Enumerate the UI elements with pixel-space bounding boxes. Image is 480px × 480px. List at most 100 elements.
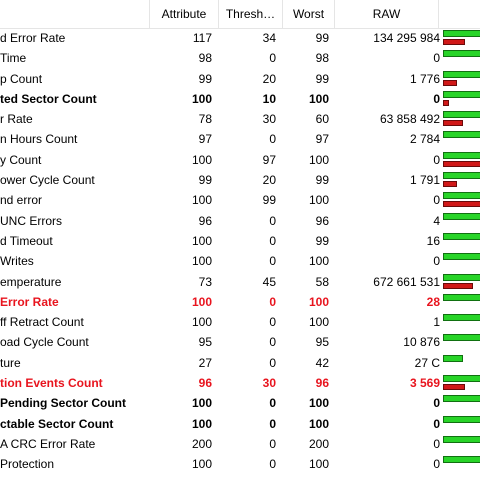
table-row[interactable]: Pending Sector Count 100 0 100 0 bbox=[0, 393, 480, 413]
column-header-threshold[interactable]: Thresh… bbox=[219, 0, 283, 28]
threshold-value: 20 bbox=[262, 173, 276, 188]
health-bars bbox=[443, 232, 480, 250]
table-row[interactable]: Error Rate 100 0 100 28 bbox=[0, 292, 480, 312]
raw-value: 0 bbox=[433, 193, 440, 208]
raw-level-bar bbox=[443, 120, 463, 127]
attribute-value: 200 bbox=[191, 436, 212, 451]
table-row[interactable]: tion Events Count 96 30 96 3 569 bbox=[0, 373, 480, 393]
smart-attributes-table: d Error Rate 117 34 99 134 295 984 Time 98 0 98 0… bbox=[0, 28, 480, 475]
threshold-value: 30 bbox=[262, 112, 276, 127]
worst-value: 42 bbox=[315, 355, 329, 370]
table-row[interactable]: UNC Errors 96 0 96 4 bbox=[0, 211, 480, 231]
table-row[interactable]: Protection 100 0 100 0 bbox=[0, 454, 480, 474]
raw-level-bar bbox=[443, 181, 457, 188]
table-row[interactable]: nd error 100 99 100 0 bbox=[0, 190, 480, 210]
smart-table-header: Attribute Thresh… Worst RAW bbox=[0, 0, 480, 29]
health-bar bbox=[443, 415, 480, 423]
table-row[interactable]: ture 27 0 42 27 C bbox=[0, 353, 480, 373]
threshold-value: 20 bbox=[262, 71, 276, 86]
attribute-name: ted Sector Count bbox=[0, 91, 97, 106]
attribute-value: 96 bbox=[198, 213, 212, 228]
worst-value: 95 bbox=[315, 335, 329, 350]
raw-level-bar bbox=[443, 201, 480, 208]
health-bar bbox=[443, 253, 480, 261]
raw-value: 1 791 bbox=[409, 173, 440, 188]
raw-value: 0 bbox=[433, 254, 440, 269]
raw-value: 4 bbox=[433, 213, 440, 228]
table-row[interactable]: Writes 100 0 100 0 bbox=[0, 251, 480, 271]
worst-value: 99 bbox=[315, 173, 329, 188]
raw-value: 0 bbox=[433, 457, 440, 472]
attribute-value: 95 bbox=[198, 335, 212, 350]
column-header-name[interactable] bbox=[0, 0, 150, 28]
threshold-value: 99 bbox=[262, 193, 276, 208]
threshold-value: 10 bbox=[262, 91, 276, 106]
raw-level-bar bbox=[443, 39, 465, 45]
attribute-name: nd error bbox=[0, 193, 43, 208]
table-row[interactable]: ctable Sector Count 100 0 100 0 bbox=[0, 414, 480, 434]
column-header-worst[interactable]: Worst bbox=[283, 0, 335, 28]
column-header-raw[interactable]: RAW bbox=[335, 0, 439, 28]
table-row[interactable]: Time 98 0 98 0 bbox=[0, 48, 480, 68]
health-bar bbox=[443, 375, 480, 383]
health-bars bbox=[443, 29, 480, 47]
table-row[interactable]: ower Cycle Count 99 20 99 1 791 bbox=[0, 170, 480, 190]
column-header-bar[interactable] bbox=[439, 0, 480, 28]
health-bars bbox=[443, 415, 480, 433]
raw-level-bar bbox=[443, 282, 473, 289]
table-row[interactable]: n Hours Count 97 0 97 2 784 bbox=[0, 129, 480, 149]
health-bar bbox=[443, 314, 480, 322]
table-row[interactable]: emperature 73 45 58 672 661 531 bbox=[0, 272, 480, 292]
health-bars bbox=[443, 313, 480, 331]
worst-value: 100 bbox=[308, 315, 329, 330]
table-row[interactable]: r Rate 78 30 60 63 858 492 bbox=[0, 109, 480, 129]
table-row[interactable]: d Timeout 100 0 99 16 bbox=[0, 231, 480, 251]
health-bars bbox=[443, 90, 480, 108]
attribute-name: ower Cycle Count bbox=[0, 173, 95, 188]
health-bar bbox=[443, 334, 480, 342]
table-row[interactable]: ted Sector Count 100 10 100 0 bbox=[0, 89, 480, 109]
table-row[interactable]: ff Retract Count 100 0 100 1 bbox=[0, 312, 480, 332]
column-header-attribute[interactable]: Attribute bbox=[150, 0, 219, 28]
raw-value: 63 858 492 bbox=[379, 112, 440, 127]
health-bar bbox=[443, 435, 480, 443]
threshold-value: 0 bbox=[269, 132, 276, 147]
worst-value: 60 bbox=[315, 112, 329, 127]
threshold-value: 30 bbox=[262, 376, 276, 391]
health-bar bbox=[443, 70, 480, 78]
attribute-value: 100 bbox=[191, 233, 212, 248]
threshold-value: 0 bbox=[269, 213, 276, 228]
worst-value: 100 bbox=[308, 396, 329, 411]
table-row[interactable]: p Count 99 20 99 1 776 bbox=[0, 69, 480, 89]
health-bars bbox=[443, 394, 480, 412]
worst-value: 96 bbox=[315, 376, 329, 391]
table-row[interactable]: oad Cycle Count 95 0 95 10 876 bbox=[0, 332, 480, 352]
attribute-value: 27 bbox=[198, 355, 212, 370]
attribute-value: 100 bbox=[191, 254, 212, 269]
threshold-value: 0 bbox=[269, 294, 276, 309]
threshold-value: 0 bbox=[269, 51, 276, 66]
raw-value: 672 661 531 bbox=[373, 274, 440, 289]
health-bars bbox=[443, 151, 480, 169]
table-row[interactable]: d Error Rate 117 34 99 134 295 984 bbox=[0, 28, 480, 48]
worst-value: 100 bbox=[308, 152, 329, 167]
health-bar bbox=[443, 456, 480, 464]
attribute-name: emperature bbox=[0, 274, 62, 289]
health-bar bbox=[443, 212, 480, 220]
worst-value: 99 bbox=[315, 31, 329, 45]
attribute-name: n Hours Count bbox=[0, 132, 78, 147]
health-bars bbox=[443, 130, 480, 148]
health-bars bbox=[443, 212, 480, 230]
health-bar bbox=[443, 192, 480, 200]
health-bars bbox=[443, 374, 480, 392]
health-bar bbox=[443, 90, 480, 98]
health-bar bbox=[443, 232, 480, 240]
attribute-name: tion Events Count bbox=[0, 376, 103, 391]
health-bar bbox=[443, 111, 480, 119]
attribute-name: Protection bbox=[0, 457, 55, 472]
table-row[interactable]: y Count 100 97 100 0 bbox=[0, 150, 480, 170]
table-row[interactable]: A CRC Error Rate 200 0 200 0 bbox=[0, 434, 480, 454]
attribute-value: 100 bbox=[191, 152, 212, 167]
attribute-name: r Rate bbox=[0, 112, 33, 127]
health-bar bbox=[443, 395, 480, 403]
